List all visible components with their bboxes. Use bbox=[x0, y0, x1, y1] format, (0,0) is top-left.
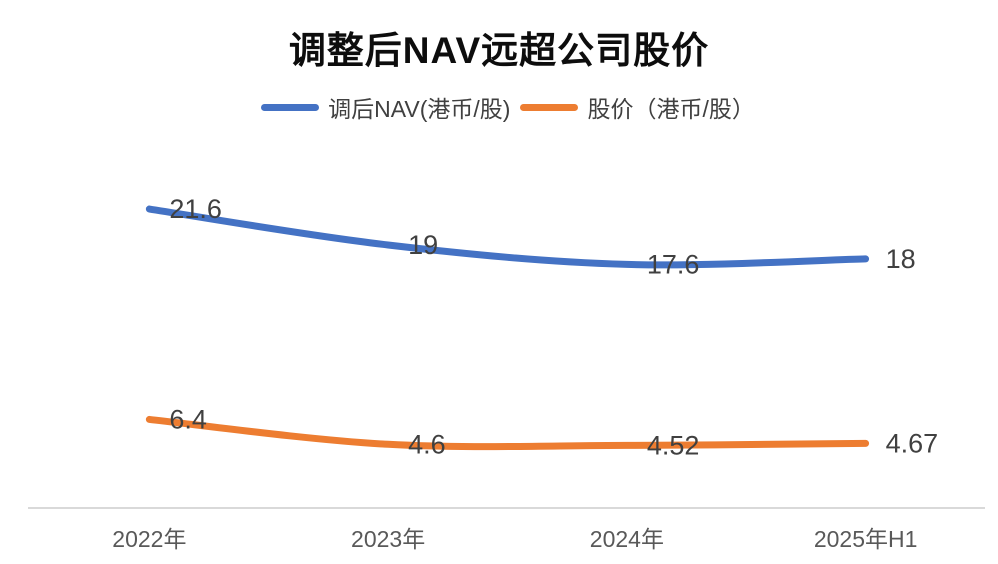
legend-line-swatch-price bbox=[520, 103, 579, 111]
legend-item-nav: 调后NAV(港币/股) bbox=[261, 90, 510, 124]
legend-item-price: 股价（港币/股） bbox=[520, 90, 755, 124]
series-line-price bbox=[145, 415, 870, 451]
legend-label-nav: 调后NAV(港币/股) bbox=[328, 96, 511, 122]
x-tick-label-2023年: 2023年 bbox=[351, 526, 425, 552]
data-label-price-2023年: 4.6 bbox=[408, 429, 446, 459]
legend: 调后NAV(港币/股) 股价（港币/股） bbox=[9, 90, 998, 124]
x-tick-label-2025年H1: 2025年H1 bbox=[814, 526, 918, 552]
legend-label-price: 股价（港币/股） bbox=[587, 96, 755, 122]
data-label-price-2024年: 4.52 bbox=[647, 430, 700, 460]
legend-line-swatch-nav bbox=[261, 103, 320, 111]
data-label-nav-2025年H1: 18 bbox=[886, 244, 916, 274]
x-tick-label-2022年: 2022年 bbox=[112, 526, 186, 552]
chart-title: 调整后NAV远超公司股价 bbox=[288, 30, 710, 71]
series-line-nav bbox=[145, 205, 870, 269]
data-label-nav-2024年: 17.6 bbox=[647, 249, 700, 279]
x-tick-label-2024年: 2024年 bbox=[590, 526, 664, 552]
data-label-nav-2023年: 19 bbox=[408, 230, 438, 260]
data-label-price-2022年: 6.4 bbox=[169, 404, 207, 434]
data-label-price-2025年H1: 4.67 bbox=[886, 428, 939, 458]
data-label-nav-2022年: 21.6 bbox=[169, 194, 222, 224]
